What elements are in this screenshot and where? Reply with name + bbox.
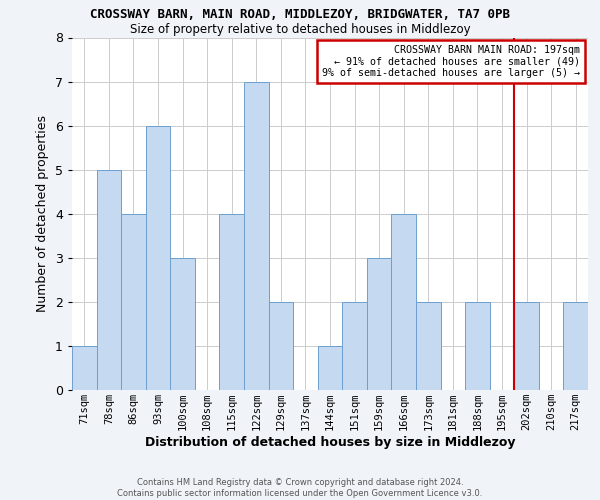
Bar xyxy=(367,258,391,390)
Bar xyxy=(244,82,269,390)
Text: Size of property relative to detached houses in Middlezoy: Size of property relative to detached ho… xyxy=(130,22,470,36)
Bar xyxy=(416,302,440,390)
Bar xyxy=(342,302,367,390)
X-axis label: Distribution of detached houses by size in Middlezoy: Distribution of detached houses by size … xyxy=(145,436,515,449)
Bar xyxy=(318,346,342,390)
Bar xyxy=(121,214,146,390)
Bar xyxy=(514,302,539,390)
Bar xyxy=(269,302,293,390)
Bar xyxy=(146,126,170,390)
Y-axis label: Number of detached properties: Number of detached properties xyxy=(37,116,49,312)
Text: CROSSWAY BARN MAIN ROAD: 197sqm
← 91% of detached houses are smaller (49)
9% of : CROSSWAY BARN MAIN ROAD: 197sqm ← 91% of… xyxy=(322,44,580,78)
Text: Contains HM Land Registry data © Crown copyright and database right 2024.
Contai: Contains HM Land Registry data © Crown c… xyxy=(118,478,482,498)
Bar xyxy=(391,214,416,390)
Bar xyxy=(72,346,97,390)
Bar xyxy=(220,214,244,390)
Bar xyxy=(563,302,588,390)
Bar xyxy=(97,170,121,390)
Bar xyxy=(465,302,490,390)
Text: CROSSWAY BARN, MAIN ROAD, MIDDLEZOY, BRIDGWATER, TA7 0PB: CROSSWAY BARN, MAIN ROAD, MIDDLEZOY, BRI… xyxy=(90,8,510,20)
Bar xyxy=(170,258,195,390)
